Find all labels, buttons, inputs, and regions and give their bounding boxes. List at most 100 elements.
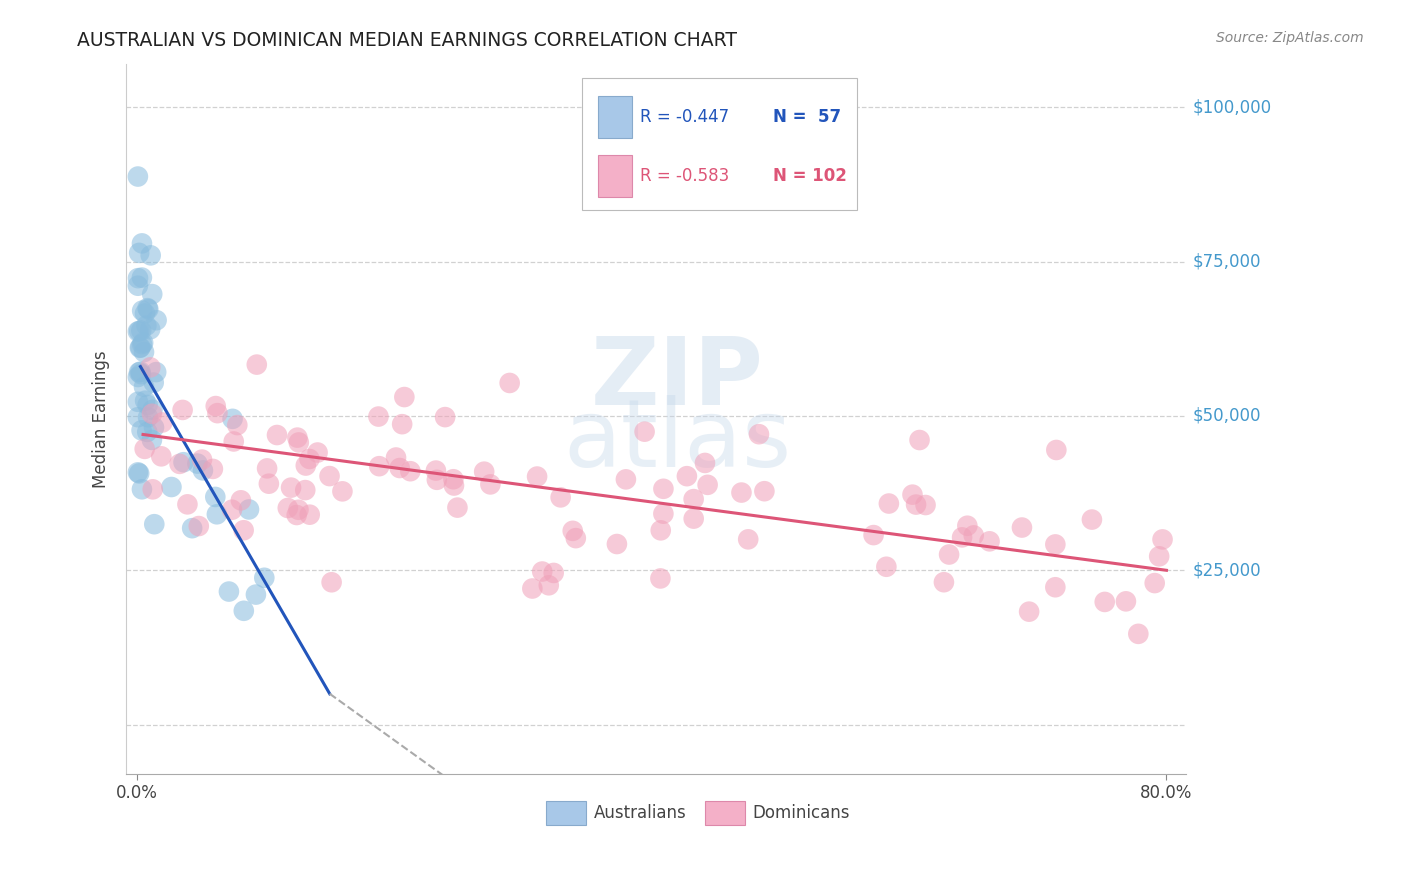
Point [266, 428, 288, 442]
Point [131, 423, 153, 437]
Point [531, 565, 554, 579]
Point [652, 507, 675, 521]
Point [526, 469, 548, 483]
Point [129, 341, 152, 355]
Point [131, 483, 153, 497]
Point [938, 548, 960, 562]
Point [136, 425, 159, 439]
Point [232, 604, 254, 618]
Point [127, 410, 149, 425]
Point [932, 575, 955, 590]
Point [160, 480, 183, 494]
Point [191, 463, 214, 477]
Point [565, 531, 588, 545]
Point [446, 500, 468, 515]
Point [321, 575, 343, 590]
Point [139, 322, 162, 336]
Point [914, 498, 936, 512]
Point [176, 497, 198, 511]
Point [1081, 512, 1104, 526]
Point [141, 407, 163, 421]
Point [142, 483, 165, 497]
Text: Dominicans: Dominicans [752, 804, 851, 822]
FancyBboxPatch shape [704, 801, 745, 825]
Point [173, 455, 195, 469]
Point [131, 236, 153, 251]
Point [368, 459, 391, 474]
Point [134, 393, 156, 408]
Point [134, 306, 156, 320]
Point [1128, 627, 1150, 641]
Point [136, 398, 159, 412]
Point [693, 456, 716, 470]
Point [696, 478, 718, 492]
Point [285, 508, 308, 522]
Point [606, 537, 628, 551]
Point [730, 485, 752, 500]
Point [875, 559, 897, 574]
FancyBboxPatch shape [598, 155, 631, 197]
Point [425, 464, 447, 478]
Point [1011, 520, 1033, 534]
Point [129, 365, 152, 379]
Point [172, 403, 194, 417]
Point [150, 450, 173, 464]
Point [472, 465, 495, 479]
Point [614, 472, 637, 486]
Text: ZIP: ZIP [591, 333, 763, 425]
Point [246, 358, 269, 372]
Point [652, 482, 675, 496]
Point [222, 434, 245, 449]
Point [1115, 594, 1137, 608]
Point [901, 488, 924, 502]
Point [682, 492, 704, 507]
Point [394, 390, 416, 404]
Point [187, 519, 209, 533]
Point [550, 491, 572, 505]
Point [561, 524, 583, 538]
Point [682, 511, 704, 525]
Point [134, 442, 156, 456]
Point [979, 534, 1001, 549]
Point [332, 484, 354, 499]
Point [131, 303, 153, 318]
Point [221, 502, 243, 516]
Point [191, 452, 214, 467]
Point [226, 418, 249, 433]
Point [522, 582, 544, 596]
Point [479, 477, 502, 491]
Point [150, 416, 173, 430]
Point [1152, 533, 1174, 547]
Point [257, 476, 280, 491]
Point [650, 571, 672, 585]
Point [204, 490, 226, 504]
Point [129, 367, 152, 381]
Point [288, 435, 311, 450]
Point [388, 461, 411, 475]
Point [1094, 595, 1116, 609]
FancyBboxPatch shape [598, 96, 631, 138]
Point [1045, 442, 1067, 457]
Point [298, 508, 321, 522]
Point [238, 502, 260, 516]
Point [399, 464, 422, 478]
Point [294, 483, 316, 497]
Point [253, 571, 276, 585]
Point [650, 524, 672, 538]
Point [136, 301, 159, 315]
Point [963, 528, 986, 542]
Point [135, 318, 157, 333]
Y-axis label: Median Earnings: Median Earnings [93, 351, 110, 488]
Text: $75,000: $75,000 [1192, 252, 1261, 270]
Point [127, 394, 149, 409]
Point [633, 425, 655, 439]
Point [737, 533, 759, 547]
Point [145, 365, 167, 379]
Point [136, 302, 159, 317]
Point [245, 588, 267, 602]
Point [318, 469, 340, 483]
Point [280, 481, 302, 495]
Point [127, 466, 149, 480]
Text: atlas: atlas [564, 394, 792, 487]
Point [132, 345, 155, 359]
